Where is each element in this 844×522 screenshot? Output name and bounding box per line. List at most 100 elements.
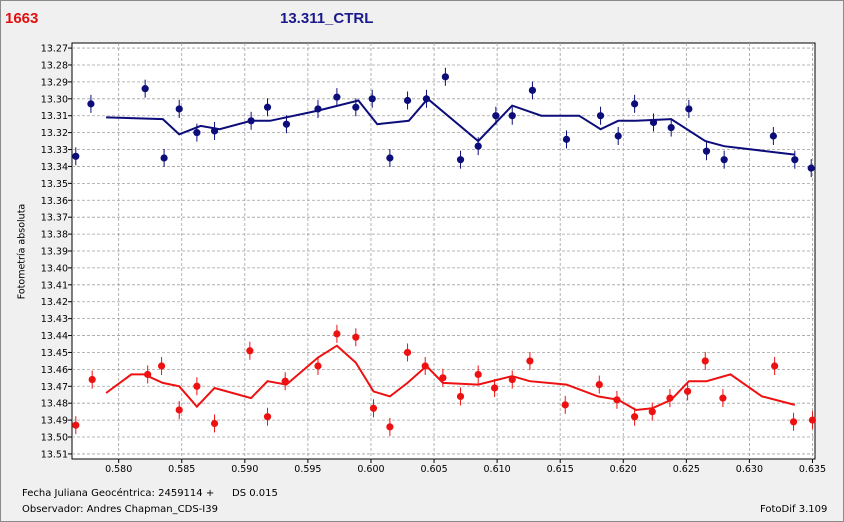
y-tick-label: 13.43: [41, 314, 68, 325]
y-tick-label: 13.45: [41, 348, 68, 359]
data-point: [685, 105, 693, 113]
data-point: [88, 375, 96, 384]
data-point: [368, 95, 376, 103]
y-tick-label: 13.48: [41, 399, 68, 410]
data-point: [369, 404, 378, 412]
data-point: [403, 348, 412, 357]
data-point: [314, 362, 322, 370]
data-point: [193, 382, 201, 390]
data-point: [282, 120, 291, 128]
data-point: [352, 103, 360, 111]
y-tick-label: 13.37: [41, 213, 68, 224]
data-point: [144, 370, 152, 379]
data-point: [561, 401, 569, 409]
data-point: [683, 387, 692, 395]
y-tick-label: 13.28: [41, 60, 68, 71]
data-point: [490, 384, 499, 392]
data-point: [281, 377, 289, 385]
data-point: [508, 112, 516, 120]
data-point: [631, 100, 639, 108]
data-point: [160, 154, 168, 162]
x-tick-label: 0.615: [547, 464, 574, 475]
data-point: [352, 333, 360, 341]
data-point: [701, 357, 709, 365]
data-point: [789, 418, 798, 426]
data-point: [648, 408, 656, 416]
y-tick-label: 13.50: [41, 433, 68, 444]
data-point: [613, 396, 621, 404]
data-point: [562, 135, 571, 143]
data-point: [263, 413, 272, 421]
series-0: [72, 67, 815, 178]
chart-title: 13.311_CTRL: [280, 10, 374, 27]
data-point: [528, 86, 537, 94]
data-point: [771, 362, 779, 370]
data-point: [441, 73, 449, 81]
object-id-label: 1663: [5, 10, 39, 27]
y-tick-label: 13.33: [41, 145, 68, 156]
data-point: [456, 156, 465, 164]
x-tick-label: 0.580: [105, 464, 132, 475]
data-point: [386, 423, 394, 431]
data-point: [508, 375, 516, 384]
data-point: [72, 152, 80, 160]
data-point: [526, 357, 534, 365]
y-tick-label: 13.42: [41, 297, 68, 308]
trend-line: [105, 344, 796, 412]
y-tick-label: 13.39: [41, 247, 68, 258]
y-tick-label: 13.40: [41, 263, 68, 274]
x-tick-label: 0.620: [610, 464, 637, 475]
data-point: [474, 370, 482, 379]
x-tick-label: 0.600: [357, 464, 384, 475]
x-tick-label: 0.590: [231, 464, 258, 475]
y-tick-label: 13.38: [41, 230, 68, 241]
data-point: [263, 103, 272, 111]
data-point: [791, 156, 799, 164]
data-point: [614, 132, 622, 140]
data-point: [807, 164, 815, 172]
data-point: [666, 394, 674, 402]
data-point: [386, 154, 394, 162]
data-point: [157, 362, 166, 370]
y-tick-label: 13.34: [41, 162, 68, 173]
y-tick-label: 13.31: [41, 111, 68, 122]
data-point: [719, 394, 727, 402]
x-tick-label: 0.630: [736, 464, 763, 475]
y-tick-label: 13.51: [41, 449, 68, 460]
data-point: [141, 85, 149, 93]
data-point: [595, 380, 603, 389]
data-point: [422, 95, 431, 103]
data-point: [702, 147, 711, 155]
data-point: [720, 156, 728, 164]
x-tick-label: 0.585: [168, 464, 195, 475]
data-point: [403, 96, 412, 105]
data-point: [87, 100, 95, 108]
data-point: [439, 374, 447, 382]
y-tick-label: 13.27: [41, 44, 68, 55]
data-point: [631, 413, 639, 421]
x-tick-label: 0.595: [294, 464, 321, 475]
data-point: [808, 416, 817, 424]
data-point: [314, 105, 322, 113]
data-point: [247, 117, 255, 125]
data-point: [421, 362, 429, 370]
data-point: [210, 419, 219, 428]
data-point: [72, 421, 80, 429]
observer-label: Observador: Andres Chapman_CDS-I39: [22, 504, 218, 515]
data-point: [492, 112, 500, 120]
y-tick-label: 13.47: [41, 382, 68, 393]
data-point: [333, 330, 341, 338]
x-tick-label: 0.635: [799, 464, 826, 475]
data-point: [456, 392, 465, 401]
series-1: [72, 324, 817, 436]
ds-value-label: DS 0.015: [232, 488, 278, 499]
y-tick-label: 13.36: [41, 196, 68, 207]
data-point: [649, 118, 658, 127]
y-tick-label: 13.44: [41, 331, 68, 342]
julian-date-label: Fecha Juliana Geocéntrica: 2459114 +: [22, 488, 215, 499]
y-tick-label: 13.35: [41, 179, 68, 190]
software-version-label: FotoDif 3.109: [760, 504, 828, 515]
y-tick-label: 13.29: [41, 77, 68, 88]
x-tick-label: 0.625: [673, 464, 700, 475]
